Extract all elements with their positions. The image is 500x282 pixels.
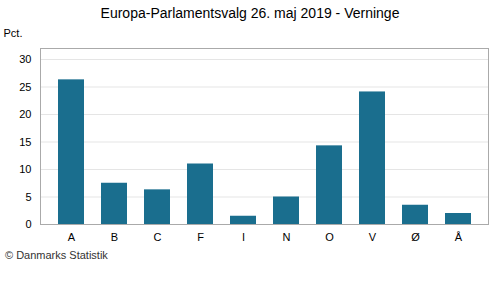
- svg-text:15: 15: [19, 136, 31, 148]
- svg-text:A: A: [68, 231, 76, 243]
- svg-text:5: 5: [25, 191, 31, 203]
- svg-text:Pct.: Pct.: [4, 27, 23, 39]
- svg-text:C: C: [154, 231, 162, 243]
- svg-text:B: B: [111, 231, 118, 243]
- svg-text:30: 30: [19, 53, 31, 65]
- svg-text:25: 25: [19, 81, 31, 93]
- svg-text:0: 0: [25, 218, 31, 230]
- svg-text:10: 10: [19, 163, 31, 175]
- html-text:© Danmarks Statistik: © Danmarks Statistik: [5, 249, 108, 261]
- html-text:Europa-Parlamentsvalg 26. maj: Europa-Parlamentsvalg 26. maj 2019 - Ver…: [100, 5, 400, 21]
- svg-text:V: V: [369, 231, 377, 243]
- svg-text:Ø: Ø: [411, 231, 420, 243]
- svg-text:I: I: [242, 231, 245, 243]
- svg-text:F: F: [197, 231, 204, 243]
- svg-text:20: 20: [19, 108, 31, 120]
- svg-text:Å: Å: [455, 231, 463, 243]
- svg-text:N: N: [283, 231, 291, 243]
- svg-text:O: O: [325, 231, 334, 243]
